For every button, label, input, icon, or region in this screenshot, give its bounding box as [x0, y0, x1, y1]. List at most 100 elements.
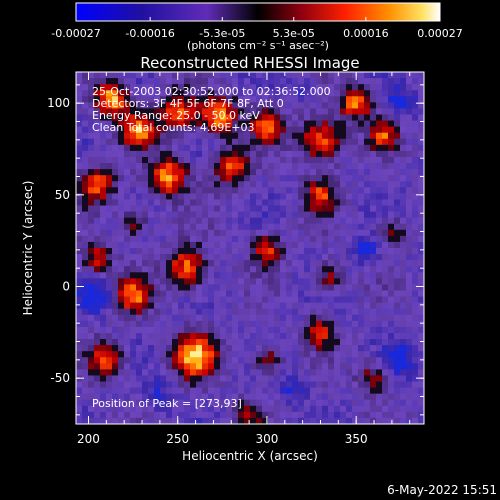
heatmap-cell [88, 163, 95, 170]
heatmap-cell [316, 144, 323, 152]
heatmap-cell [178, 169, 185, 176]
heatmap-cell [232, 260, 239, 267]
heatmap-cell [352, 351, 359, 358]
heatmap-cell [274, 332, 281, 340]
heatmap-cell [412, 144, 419, 152]
heatmap-cell [112, 320, 119, 328]
heatmap-cell [100, 175, 107, 182]
heatmap-cell [274, 96, 281, 103]
heatmap-cell [190, 339, 197, 346]
heatmap-cell [208, 108, 215, 115]
heatmap-cell [394, 405, 401, 413]
heatmap-cell [382, 150, 389, 158]
heatmap-cell [148, 217, 155, 225]
heatmap-cell [406, 72, 413, 79]
heatmap-cell [292, 114, 299, 121]
heatmap-cell [136, 102, 143, 109]
heatmap-cell [406, 175, 413, 182]
heatmap-cell [346, 156, 353, 164]
heatmap-cell [94, 272, 101, 279]
heatmap-cell [328, 320, 335, 328]
heatmap-cell [322, 181, 329, 188]
heatmap-cell [214, 357, 221, 364]
heatmap-cell [166, 296, 173, 304]
heatmap-cell [82, 235, 89, 243]
heatmap-cell [328, 126, 335, 134]
heatmap-cell [376, 326, 383, 334]
heatmap-cell [274, 211, 281, 219]
heatmap-cell [394, 102, 401, 109]
heatmap-cell [238, 260, 245, 267]
heatmap-cell [394, 278, 401, 285]
heatmap-cell [256, 102, 263, 109]
heatmap-cell [82, 290, 89, 297]
heatmap-cell [322, 387, 329, 395]
heatmap-cell [376, 72, 383, 79]
heatmap-cell [232, 229, 239, 237]
heatmap-cell [262, 260, 269, 267]
heatmap-cell [214, 254, 221, 261]
heatmap-cell [112, 120, 119, 128]
heatmap-cell [118, 72, 125, 79]
heatmap-cell [178, 314, 185, 322]
heatmap-cell [112, 181, 119, 188]
heatmap-cell [190, 351, 197, 358]
heatmap-cell [214, 260, 221, 267]
heatmap-cell [178, 120, 185, 128]
heatmap-cell [184, 175, 191, 182]
heatmap-cell [394, 181, 401, 188]
heatmap-cell [166, 84, 173, 91]
heatmap-cell [184, 187, 191, 194]
heatmap-cell [136, 108, 143, 115]
heatmap-cell [220, 217, 227, 225]
heatmap-cell [118, 363, 125, 370]
heatmap-cell [388, 363, 395, 370]
heatmap-cell [232, 399, 239, 407]
heatmap-cell [232, 114, 239, 121]
heatmap-cell [244, 217, 251, 225]
heatmap-cell [196, 393, 203, 401]
heatmap-cell [154, 120, 161, 128]
heatmap-cell [274, 302, 281, 310]
heatmap-cell [238, 290, 245, 297]
heatmap-cell [310, 351, 317, 358]
heatmap-cell [406, 126, 413, 134]
heatmap-cell [304, 235, 311, 243]
heatmap-cell [286, 326, 293, 334]
heatmap-cell [184, 205, 191, 212]
heatmap-cell [274, 132, 281, 140]
heatmap-cell [400, 308, 407, 316]
heatmap-cell [106, 357, 113, 364]
heatmap-cell [136, 96, 143, 103]
heatmap-cell [148, 278, 155, 285]
heatmap-cell [394, 235, 401, 243]
heatmap-cell [136, 260, 143, 267]
heatmap-cell [406, 393, 413, 401]
heatmap-cell [190, 229, 197, 237]
heatmap-cell [106, 181, 113, 188]
heatmap-cell [136, 169, 143, 176]
heatmap-cell [250, 399, 257, 407]
heatmap-cell [232, 387, 239, 395]
heatmap-cell [292, 72, 299, 79]
heatmap-cell [256, 126, 263, 134]
heatmap-cell [286, 387, 293, 395]
heatmap-cell [76, 108, 83, 115]
heatmap-cell [226, 163, 233, 170]
heatmap-cell [352, 138, 359, 146]
heatmap-cell [280, 260, 287, 267]
heatmap-cell [100, 375, 107, 382]
heatmap-cell [322, 254, 329, 261]
heatmap-cell [160, 217, 167, 225]
heatmap-cell [262, 102, 269, 109]
heatmap-cell [394, 120, 401, 128]
heatmap-cell [106, 144, 113, 152]
heatmap-cell [358, 345, 365, 352]
heatmap-cell [178, 326, 185, 334]
heatmap-cell [130, 235, 137, 243]
heatmap-cell [298, 381, 305, 388]
heatmap-cell [412, 332, 419, 340]
heatmap-cell [220, 308, 227, 316]
heatmap-cell [184, 211, 191, 219]
heatmap-cell [178, 296, 185, 304]
